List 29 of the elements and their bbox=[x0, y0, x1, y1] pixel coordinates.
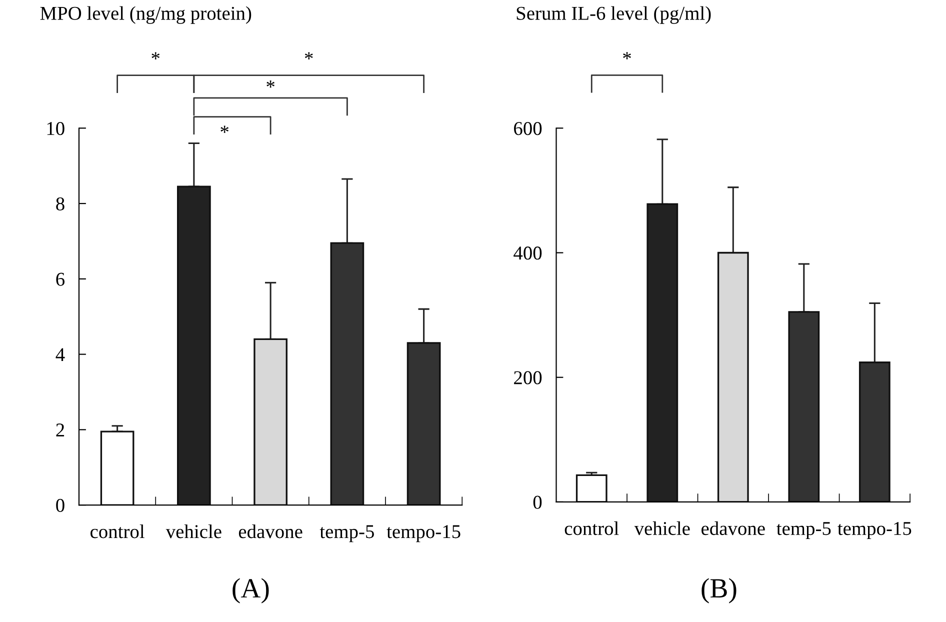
x-tick-label: vehicle bbox=[166, 524, 222, 538]
y-tick-label: 10 bbox=[47, 122, 64, 136]
text: * bbox=[623, 52, 631, 60]
x-tick-label: vehicle bbox=[634, 521, 690, 536]
text: * bbox=[152, 52, 160, 60]
text: (B) bbox=[702, 578, 736, 604]
x-tick-label: control bbox=[90, 524, 144, 538]
x-tick-label: temp-5 bbox=[776, 522, 831, 540]
y-tick-label: 8 bbox=[56, 197, 64, 210]
y-tick-label: 6 bbox=[56, 272, 65, 286]
y-tick-label: 2 bbox=[56, 424, 64, 436]
y-tick-label: 400 bbox=[514, 246, 542, 260]
text: * bbox=[304, 52, 313, 60]
chart-title: Serum IL-6 level (pg/ml) bbox=[516, 6, 711, 24]
text: * bbox=[266, 80, 274, 88]
x-tick-label: tempo-15 bbox=[838, 522, 912, 540]
x-tick-label: control bbox=[564, 521, 619, 536]
x-tick-label: edavone bbox=[238, 524, 302, 538]
x-tick-label: edavone bbox=[702, 521, 765, 536]
y-tick-label: 0 bbox=[56, 498, 64, 512]
y-tick-label: 200 bbox=[514, 371, 542, 384]
y-tick-label: 600 bbox=[514, 122, 542, 136]
y-tick-label: 0 bbox=[533, 496, 542, 509]
annotation: * bbox=[220, 126, 229, 133]
x-tick-label: temp-5 bbox=[320, 525, 374, 542]
x-tick-label: tempo-15 bbox=[386, 525, 460, 542]
text: (A) bbox=[232, 578, 269, 604]
chart-title: MPO level (ng/mg protein) bbox=[40, 6, 252, 24]
y-tick-label: 4 bbox=[56, 348, 65, 362]
